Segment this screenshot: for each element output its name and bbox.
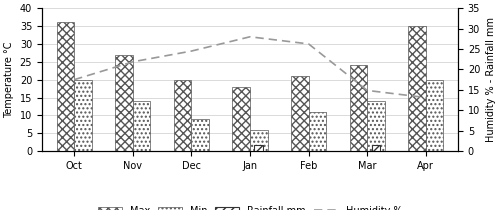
Y-axis label: Humidity % - Rainfall mm: Humidity % - Rainfall mm [486, 17, 496, 142]
Bar [133, 101, 150, 151]
Bar [192, 119, 209, 151]
Bar [308, 112, 326, 151]
Bar [250, 130, 268, 151]
Y-axis label: Temperature °C: Temperature °C [4, 41, 14, 118]
Bar [174, 80, 192, 151]
Bar [254, 145, 263, 151]
Bar [426, 80, 444, 151]
Legend: Max, Min, Rainfall mm, Humidity %: Max, Min, Rainfall mm, Humidity % [98, 206, 403, 210]
Bar [56, 22, 74, 151]
Bar [232, 87, 250, 151]
Bar [115, 55, 133, 151]
Bar [74, 80, 92, 151]
Bar [291, 76, 308, 151]
Bar [372, 145, 380, 151]
Bar [408, 26, 426, 151]
Bar [350, 65, 367, 151]
Bar [367, 101, 385, 151]
